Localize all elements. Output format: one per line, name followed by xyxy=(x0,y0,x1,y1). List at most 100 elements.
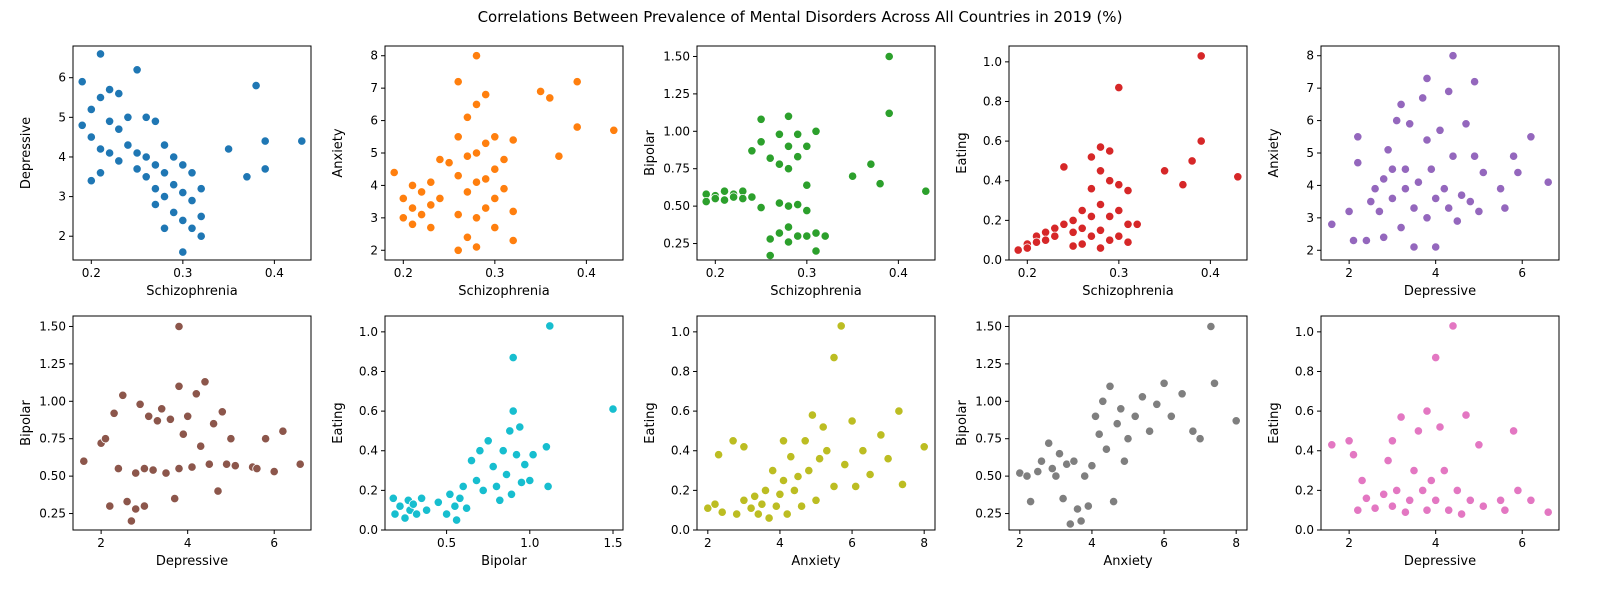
data-point xyxy=(753,509,763,519)
data-point xyxy=(462,187,472,197)
data-point xyxy=(501,469,512,480)
y-tick-label: 0.2 xyxy=(1295,483,1314,497)
scatter-panel-2: 0.2 0.3 0.4 2 3 4 5 6 7 8 Schizophrenia Anxiety xyxy=(331,45,624,299)
data-point xyxy=(1366,197,1376,207)
y-axis-label: Eating xyxy=(1267,402,1282,443)
data-point xyxy=(1457,190,1467,200)
data-point xyxy=(1137,392,1148,402)
data-point xyxy=(1361,493,1372,503)
x-tick-label: 0.4 xyxy=(577,266,596,280)
data-point xyxy=(398,213,408,223)
data-point xyxy=(1123,219,1133,229)
data-point xyxy=(196,231,206,241)
data-point xyxy=(793,471,803,482)
data-point xyxy=(1422,135,1432,145)
data-point xyxy=(1086,184,1097,194)
data-point xyxy=(471,51,482,61)
data-point xyxy=(150,160,160,170)
y-tick-label: 0.4 xyxy=(359,444,378,458)
data-point xyxy=(1152,399,1162,409)
plot-frame xyxy=(384,45,624,261)
data-point xyxy=(389,167,399,178)
data-point xyxy=(717,507,727,517)
data-point xyxy=(876,430,886,440)
data-point xyxy=(793,129,803,139)
y-tick-label: 1.50 xyxy=(975,319,1002,333)
data-point xyxy=(1426,164,1436,174)
data-point xyxy=(178,429,188,439)
y-tick-label: 0.0 xyxy=(359,523,378,537)
data-point xyxy=(131,504,141,514)
data-point xyxy=(490,164,500,174)
data-point xyxy=(1470,151,1480,161)
y-axis-label: Eating xyxy=(331,402,346,443)
data-point xyxy=(1031,237,1042,247)
data-point xyxy=(883,454,893,464)
x-tick-label: 2 xyxy=(97,536,105,550)
data-point xyxy=(490,223,500,233)
data-point xyxy=(471,242,482,252)
data-point xyxy=(1077,239,1087,249)
plot-frame xyxy=(1008,45,1248,261)
data-point xyxy=(150,184,160,194)
y-axis-label: Eating xyxy=(643,402,658,443)
scatter-panel-1: 0.2 0.3 0.4 2 3 4 5 6 Schizophrenia Depressive xyxy=(19,45,312,299)
y-axis-label: Bipolar xyxy=(19,400,34,446)
data-point xyxy=(141,112,151,122)
x-tick-label: 4 xyxy=(1088,536,1096,550)
plot-frame xyxy=(72,315,312,531)
y-tick-label: 0.2 xyxy=(671,483,690,497)
x-tick-label: 0.2 xyxy=(394,266,413,280)
figure-title: Correlations Between Prevalence of Menta… xyxy=(477,8,1123,26)
data-point xyxy=(252,463,262,474)
data-point xyxy=(1105,176,1115,186)
data-point xyxy=(126,516,136,526)
data-point xyxy=(802,231,812,241)
data-point xyxy=(416,187,427,197)
data-point xyxy=(535,86,546,97)
data-point xyxy=(217,407,227,417)
data-point xyxy=(481,174,491,184)
data-point xyxy=(1400,507,1411,517)
x-tick-label: 4 xyxy=(184,536,192,550)
data-point xyxy=(269,466,279,477)
data-point xyxy=(407,219,418,229)
scatter-panel-7: 0.5 1.0 1.5 0.0 0.2 0.4 0.6 0.8 1.0 Bipolar Eating xyxy=(331,315,624,569)
x-axis-label: Schizophrenia xyxy=(458,284,549,299)
data-point xyxy=(1353,505,1363,515)
data-point xyxy=(139,463,149,474)
data-point xyxy=(395,501,405,511)
data-point xyxy=(165,414,175,424)
data-point xyxy=(508,352,518,363)
x-tick-label: 2 xyxy=(1016,536,1024,550)
data-point xyxy=(775,489,785,499)
data-point xyxy=(829,481,839,491)
data-point xyxy=(1478,167,1488,178)
data-point xyxy=(1178,180,1188,190)
data-point xyxy=(865,469,875,480)
data-point xyxy=(756,137,766,147)
data-point xyxy=(433,497,443,507)
data-point xyxy=(511,450,522,460)
data-point xyxy=(1095,243,1106,253)
y-tick-label: 1.0 xyxy=(671,325,690,339)
data-point xyxy=(1452,216,1462,226)
data-point xyxy=(1387,436,1398,446)
x-axis-label: Anxiety xyxy=(791,554,841,569)
data-point xyxy=(1050,231,1060,241)
data-point xyxy=(847,416,857,426)
data-point xyxy=(1123,186,1133,196)
y-tick-label: 4 xyxy=(370,178,378,192)
data-point xyxy=(1080,471,1090,481)
data-point xyxy=(95,49,106,59)
x-axis-label: Schizophrenia xyxy=(770,284,861,299)
data-point xyxy=(1374,206,1385,216)
data-point xyxy=(1444,86,1454,97)
data-point xyxy=(159,140,170,150)
data-point xyxy=(1496,184,1506,194)
data-point xyxy=(1405,119,1415,129)
data-point xyxy=(545,93,555,103)
data-point xyxy=(178,247,188,257)
data-point xyxy=(807,410,818,420)
scatter-panel-10: 2 4 6 0.0 0.2 0.4 0.6 0.8 1.0 Depressive Eating xyxy=(1267,315,1560,569)
